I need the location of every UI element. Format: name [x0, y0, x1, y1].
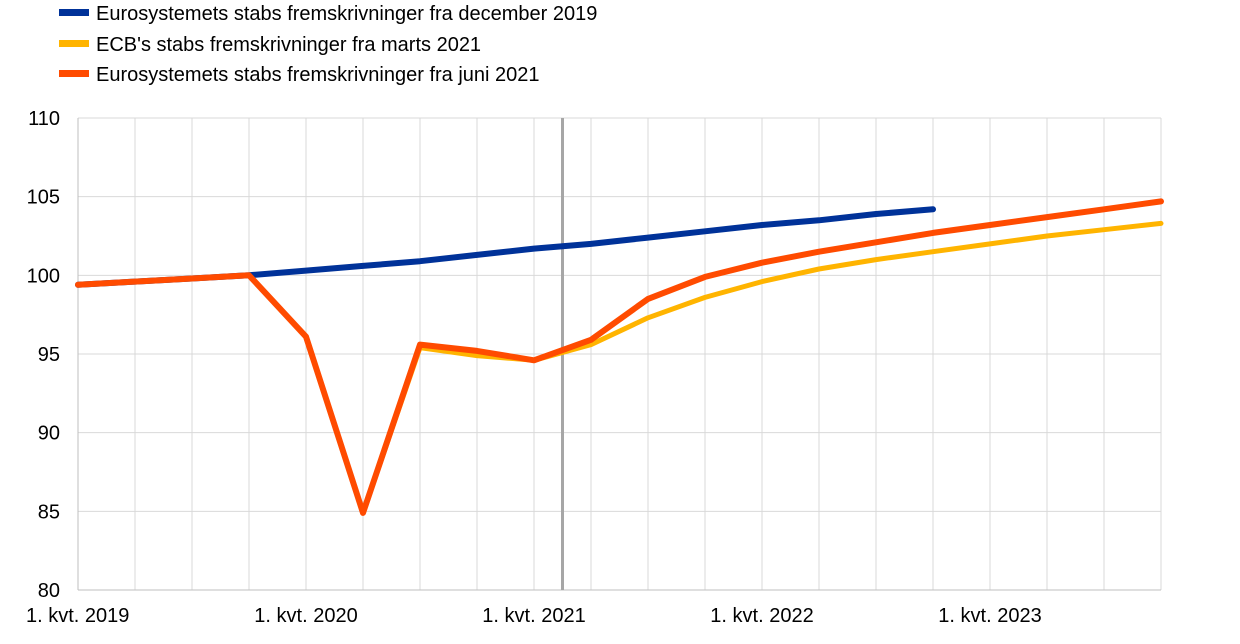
series-line: [75, 220, 1164, 516]
gridlines: [77, 117, 1162, 591]
legend-swatch: [59, 70, 89, 77]
y-tick-label: 100: [27, 265, 60, 287]
series-lines: [75, 198, 1164, 516]
y-tick-label: 110: [28, 108, 60, 130]
axes: 80 85 90 95 100 105 110 1. kvt. 2019 1. kvt. 202…: [26, 108, 1161, 627]
x-tick-label: 1. kvt. 2022: [710, 605, 813, 627]
legend-swatch: [59, 40, 89, 47]
y-tick-label: 80: [38, 580, 60, 602]
legend-item: Eurosystemets stabs fremskrivninger fra …: [59, 3, 597, 25]
y-tick-label: 105: [27, 187, 60, 209]
y-tick-label: 85: [38, 501, 60, 523]
y-tick-label: 95: [38, 344, 60, 366]
legend: Eurosystemets stabs fremskrivninger fra …: [59, 3, 597, 86]
x-tick-label: 1. kvt. 2021: [482, 605, 585, 627]
x-tick-label: 1. kvt. 2023: [938, 605, 1041, 627]
legend-item: ECB's stabs fremskrivninger fra marts 20…: [59, 34, 481, 56]
legend-label: ECB's stabs fremskrivninger fra marts 20…: [96, 34, 481, 56]
legend-label: Eurosystemets stabs fremskrivninger fra …: [96, 64, 540, 86]
y-tick-label: 90: [38, 423, 60, 445]
x-tick-label: 1. kvt. 2019: [26, 605, 129, 627]
x-tick-label: 1. kvt. 2020: [254, 605, 357, 627]
legend-label: Eurosystemets stabs fremskrivninger fra …: [96, 3, 597, 25]
legend-swatch: [59, 9, 89, 16]
series-line: [75, 198, 1164, 516]
legend-item: Eurosystemets stabs fremskrivninger fra …: [59, 64, 540, 86]
